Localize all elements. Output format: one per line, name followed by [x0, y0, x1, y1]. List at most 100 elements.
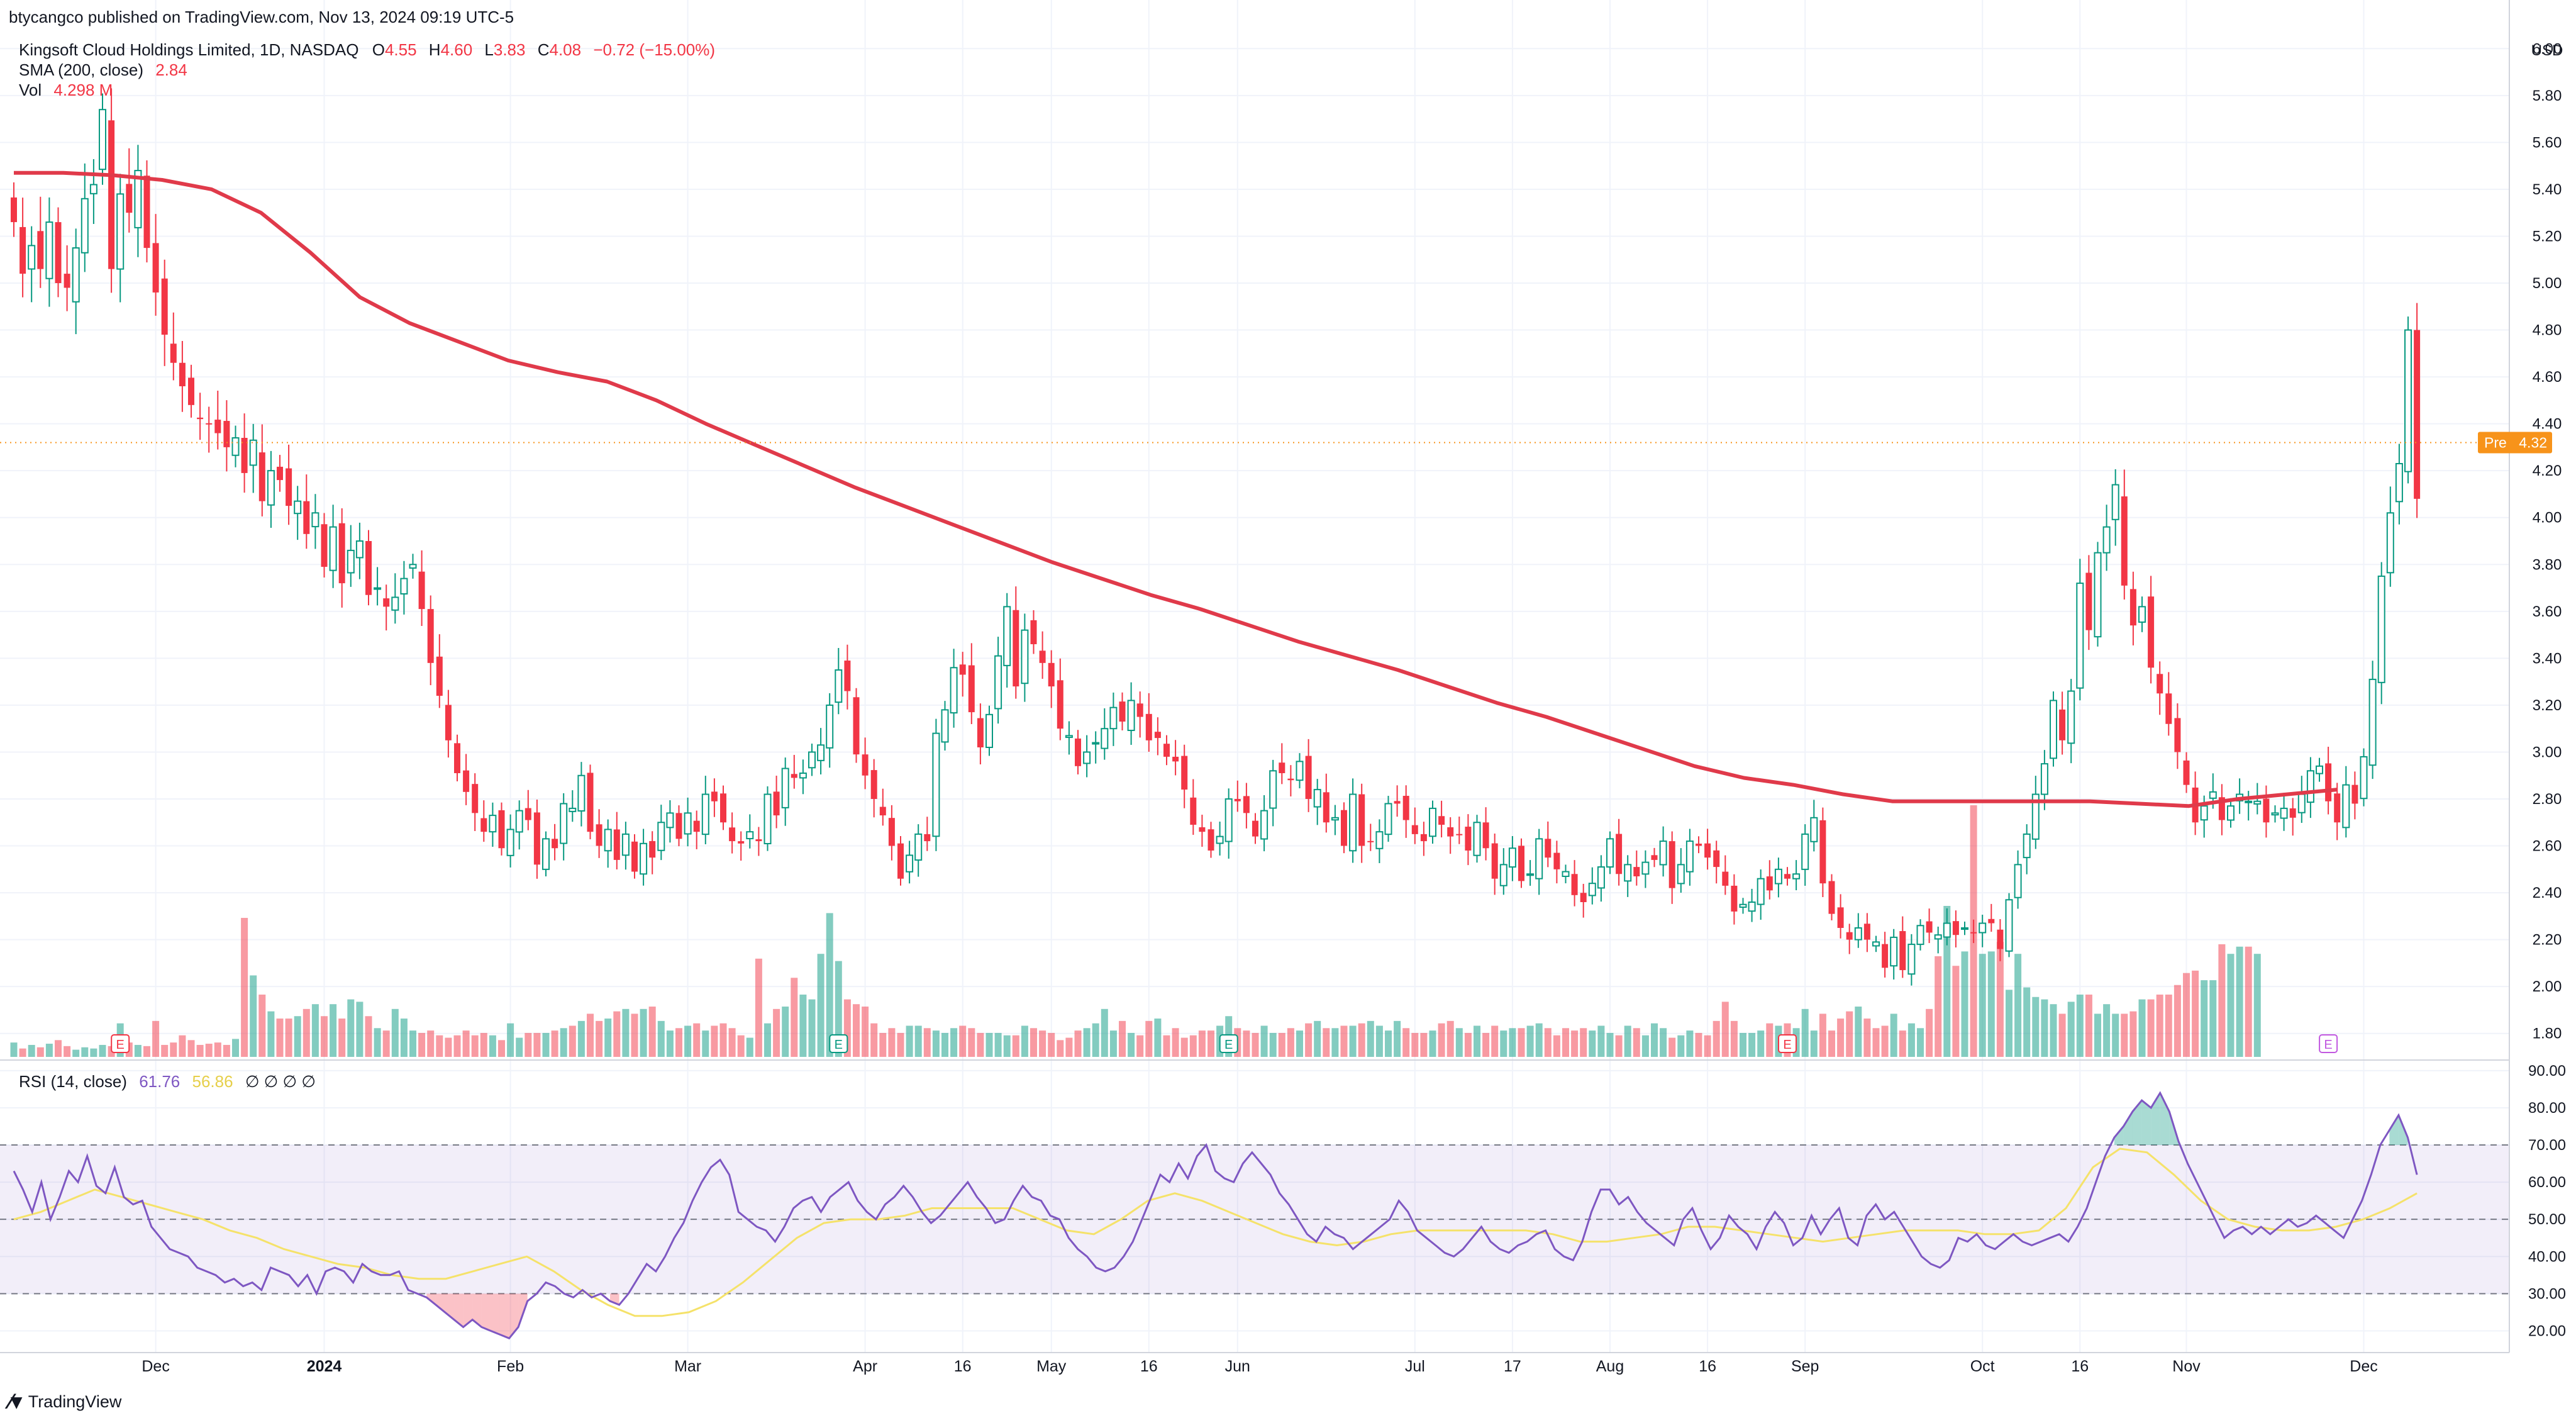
candle-body — [329, 526, 337, 571]
candle-body — [1127, 700, 1135, 731]
rsi-oversold-fill — [481, 1293, 491, 1331]
earnings-marker-label: E — [1783, 1038, 1791, 1052]
volume-bar — [1358, 1023, 1365, 1057]
candle-body — [897, 843, 904, 879]
volume-bar — [1917, 1028, 1924, 1057]
candle-body — [720, 793, 726, 823]
candle-body — [711, 791, 718, 801]
volume-bars — [10, 805, 2261, 1057]
earnings-marker[interactable]: E — [111, 1034, 130, 1053]
earnings-marker[interactable]: E — [1219, 1034, 1238, 1053]
volume-bar — [1819, 1013, 1826, 1057]
candle-body — [2031, 793, 2040, 840]
candle-body — [1713, 850, 1720, 868]
main-legend[interactable]: Kingsoft Cloud Holdings Limited, 1D, NAS… — [19, 40, 715, 59]
candle-body — [959, 664, 966, 675]
price-tick-label: 5.00 — [2533, 275, 2562, 292]
candle-body — [950, 667, 958, 714]
svg-text:4.32: 4.32 — [2519, 434, 2547, 450]
candle-body — [914, 833, 923, 861]
volume-bar — [746, 1037, 753, 1057]
candle-body — [1367, 840, 1374, 842]
candle-body — [498, 810, 505, 849]
candle-body — [1837, 907, 1844, 928]
volume-bar — [516, 1037, 523, 1057]
volume-bar — [1633, 1028, 1640, 1057]
candle-body — [1491, 843, 1498, 879]
volume-bar — [782, 1007, 789, 1057]
candle-body — [1722, 871, 1729, 886]
earnings-marker-label: E — [835, 1038, 843, 1052]
volume-bar — [1810, 1030, 1818, 1057]
candle-body — [853, 697, 860, 755]
candle-body — [2157, 674, 2163, 694]
volume-bar — [1119, 1020, 1126, 1057]
candle-body — [355, 540, 364, 559]
candle-body — [134, 170, 142, 228]
candle-body — [1402, 796, 1409, 820]
candle-body — [1571, 874, 1578, 895]
candle-body — [1358, 794, 1365, 846]
candle-body — [2040, 763, 2048, 795]
candle-body — [1863, 924, 1870, 940]
volume-bar — [977, 1032, 984, 1057]
volume-bar — [1048, 1032, 1055, 1057]
sma-legend[interactable]: SMA (200, close) 2.84 — [19, 60, 187, 79]
candle-body — [596, 824, 602, 846]
earnings-marker[interactable]: E — [1778, 1034, 1797, 1053]
candle-body — [1279, 762, 1285, 773]
svg-text:Pre: Pre — [2484, 434, 2507, 450]
volume-bar — [613, 1011, 621, 1057]
candle-body — [241, 438, 248, 473]
volume-bar — [1713, 1020, 1720, 1057]
volume-bar — [888, 1028, 896, 1057]
volume-bar — [1872, 1028, 1880, 1057]
tradingview-logo-icon: ⁄▾ — [9, 1390, 22, 1414]
rsi-legend[interactable]: RSI (14, close) 61.76 56.86 ∅ ∅ ∅ ∅ — [19, 1072, 316, 1091]
rsi-oversold-fill — [435, 1293, 445, 1312]
volume-bar — [1641, 1035, 1649, 1057]
earnings-marker-box — [2319, 1034, 2338, 1053]
candle-body — [1624, 864, 1632, 882]
volume-bar — [1136, 1035, 1144, 1057]
candle-body — [1172, 756, 1179, 762]
rsi-oversold-fill — [463, 1293, 473, 1327]
volume-bar — [161, 1044, 169, 1057]
candle-body — [2200, 805, 2208, 821]
candle-body — [1145, 713, 1152, 740]
volume-bar — [1092, 1023, 1099, 1057]
candle-body — [941, 709, 949, 743]
rsi-overbought-fill — [2123, 1111, 2133, 1145]
currency-label[interactable]: USD — [2531, 42, 2563, 59]
volume-bar — [250, 975, 257, 1057]
volume-bar — [2041, 999, 2048, 1057]
candle-body — [321, 524, 328, 567]
rsi-overbought-fill — [2151, 1093, 2160, 1145]
candle-body — [1872, 941, 1880, 947]
candles[interactable] — [11, 88, 2421, 986]
volume-bar — [1828, 1030, 1835, 1057]
earnings-marker[interactable]: E — [2319, 1034, 2338, 1053]
candle-body — [1508, 847, 1516, 868]
earnings-marker-label: E — [2324, 1038, 2332, 1052]
volume-bar — [879, 1032, 887, 1057]
candle-body — [968, 665, 975, 713]
volume-bar — [480, 1032, 487, 1057]
time-tick-label: 16 — [2071, 1358, 2089, 1375]
candle-body — [365, 541, 372, 595]
earnings-marker[interactable]: E — [829, 1034, 848, 1053]
volume-legend[interactable]: Vol 4.298 M — [19, 81, 113, 99]
volume-bar — [338, 1019, 346, 1057]
volume-bar — [1526, 1025, 1534, 1057]
volume-bar — [81, 1047, 89, 1057]
footer-branding[interactable]: ⁄▾ TradingView — [9, 1390, 121, 1414]
volume-bar — [2209, 980, 2217, 1057]
volume-bar — [648, 1007, 656, 1057]
candle-body — [791, 774, 797, 778]
volume-bar — [498, 1040, 505, 1057]
volume-bar — [560, 1028, 567, 1057]
candle-body — [1677, 864, 1685, 885]
candle-body — [2342, 784, 2350, 829]
